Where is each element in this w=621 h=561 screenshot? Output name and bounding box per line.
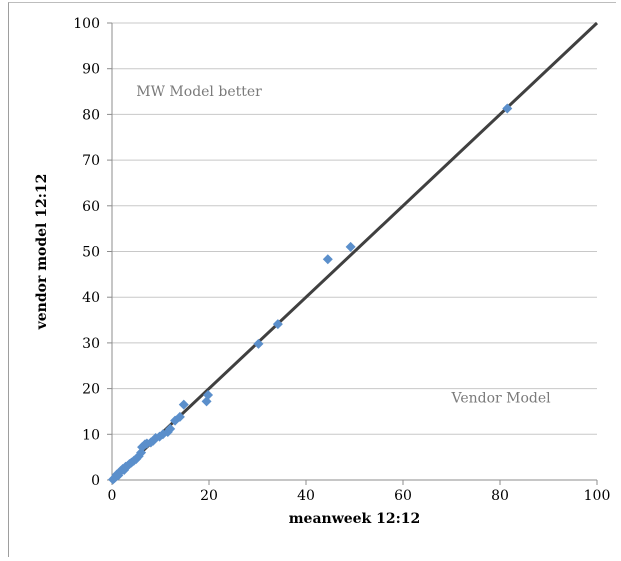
y-tick-label: 40: [82, 290, 100, 306]
reference-line: [110, 21, 599, 482]
y-tick-label: 20: [82, 382, 100, 398]
y-tick-label: 80: [82, 107, 100, 123]
x-tick-label: 80: [491, 488, 509, 504]
y-tick-label: 0: [91, 473, 100, 489]
y-tick-label: 60: [82, 199, 100, 215]
y-tick-label: 10: [82, 427, 100, 443]
chart-frame: [8, 2, 616, 557]
annotation-1: Vendor Model: [451, 390, 552, 406]
y-tick-label: 100: [73, 16, 100, 32]
x-tick-label: 40: [297, 488, 315, 504]
data-point: [165, 423, 176, 434]
data-point: [174, 411, 185, 422]
data-points: [107, 103, 513, 485]
x-tick-label: 0: [108, 488, 117, 504]
axes: [107, 22, 598, 485]
x-tick-label: 60: [394, 488, 412, 504]
data-point: [253, 338, 264, 349]
y-tick-label: 90: [82, 62, 100, 78]
y-tick-label: 30: [82, 336, 100, 352]
annotations: MW Model better Vendor Model: [136, 84, 551, 406]
data-point: [203, 389, 214, 400]
reference-line-group: [110, 21, 599, 482]
data-point: [502, 103, 513, 114]
annotation-0: MW Model better: [136, 84, 262, 100]
data-point: [272, 319, 283, 330]
data-point: [178, 399, 189, 410]
x-tick-label: 20: [200, 488, 218, 504]
tick-labels: 0 10 20 30 40 50 60 70 80 90 100 0 20 40 60 80 100: [73, 16, 610, 504]
data-point: [345, 241, 356, 252]
y-tick-label: 50: [82, 245, 100, 261]
x-tick-label: 100: [584, 488, 611, 504]
y-tick-label: 70: [82, 153, 100, 169]
y-axis-title: vendor model 12:12: [34, 174, 50, 331]
x-axis-title: meanweek 12:12: [289, 511, 421, 527]
data-point: [322, 254, 333, 265]
